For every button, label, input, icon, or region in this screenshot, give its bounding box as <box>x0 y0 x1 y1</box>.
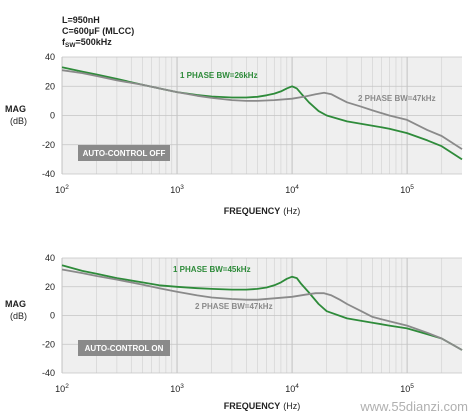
spec-fsw-value: =500kHz <box>75 37 112 47</box>
x-tick-label-bottom: 103 <box>170 383 184 394</box>
x-tick-label-top: 102 <box>55 184 69 195</box>
x-tick-exponent-top: 3 <box>180 184 184 191</box>
x-tick-base-top: 10 <box>400 185 410 195</box>
x-tick-exponent-bottom: 4 <box>295 383 299 390</box>
annotation-1-phase-top: 1 PHASE BW=26kHz <box>180 71 258 80</box>
x-axis-label-top: FREQUENCY <box>224 206 281 216</box>
badge-bg-bottom <box>78 340 170 356</box>
x-tick-base-top: 10 <box>285 185 295 195</box>
watermark: www.55dianzi.com <box>359 399 468 414</box>
x-axis-unit-bottom: (Hz) <box>283 401 300 411</box>
y-tick-label-top: -20 <box>42 140 55 150</box>
x-tick-base-bottom: 10 <box>400 384 410 394</box>
y-tick-label-top: 40 <box>45 52 55 62</box>
series-top <box>61 66 463 161</box>
x-tick-exponent-top: 2 <box>65 184 69 191</box>
annotation-2-phase-top: 2 PHASE BW=47kHz <box>358 94 436 103</box>
x-axis-title-top: FREQUENCY (Hz) <box>224 206 301 216</box>
series-bottom <box>61 264 463 351</box>
x-tick-exponent-bottom: 5 <box>410 383 414 390</box>
x-tick-label-top: 105 <box>400 184 414 195</box>
y-tick-label-top: 0 <box>50 111 55 121</box>
spec-fsw-prefix: f <box>62 37 66 47</box>
badge-bottom: AUTO-CONTROL ON <box>78 340 170 356</box>
y-axis-unit-top: (dB) <box>10 116 27 126</box>
x-tick-exponent-bottom: 3 <box>180 383 184 390</box>
spec-block: L=950nH C=600μF (MLCC) fSW=500kHz <box>62 15 134 49</box>
x-axis-unit-top: (Hz) <box>283 206 300 216</box>
x-tick-base-top: 10 <box>55 185 65 195</box>
y-axis-label-bottom: MAG <box>5 299 26 309</box>
x-tick-label-top: 104 <box>285 184 299 195</box>
y-tick-label-bottom: -40 <box>42 368 55 378</box>
x-tick-base-bottom: 10 <box>55 384 65 394</box>
x-tick-base-bottom: 10 <box>170 384 180 394</box>
x-axis-label-bottom: FREQUENCY <box>224 401 281 411</box>
x-tick-label-top: 103 <box>170 184 184 195</box>
x-axis-title-bottom: FREQUENCY (Hz) <box>224 401 301 411</box>
x-tick-exponent-top: 4 <box>295 184 299 191</box>
y-axis-unit-bottom: (dB) <box>10 311 27 321</box>
y-tick-label-bottom: 0 <box>50 311 55 321</box>
series-2-phase-line-top <box>61 69 463 150</box>
x-tick-label-bottom: 105 <box>400 383 414 394</box>
series-1-phase-line-bottom <box>61 264 463 351</box>
spec-capacitance: C=600μF (MLCC) <box>62 26 134 36</box>
spec-fsw-subscript: SW <box>65 42 76 49</box>
annotation-2-phase-bottom: 2 PHASE BW=47kHz <box>195 302 273 311</box>
x-tick-exponent-top: 5 <box>410 184 414 191</box>
y-axis-label-top: MAG <box>5 104 26 114</box>
annotation-1-phase-bottom: 1 PHASE BW=45kHz <box>173 265 251 274</box>
y-tick-label-bottom: 40 <box>45 253 55 263</box>
spec-inductance: L=950nH <box>62 15 100 25</box>
series-2-phase-line-bottom <box>61 268 463 351</box>
spec-switching-frequency: fSW=500kHz <box>62 37 112 49</box>
x-tick-exponent-bottom: 2 <box>65 383 69 390</box>
y-tick-label-top: 20 <box>45 81 55 91</box>
x-tick-base-top: 10 <box>170 185 180 195</box>
badge-label-bottom: AUTO-CONTROL ON <box>85 344 164 353</box>
x-tick-base-bottom: 10 <box>285 384 295 394</box>
x-tick-label-bottom: 104 <box>285 383 299 394</box>
y-tick-label-bottom: 20 <box>45 282 55 292</box>
badge-bg-top <box>78 145 170 161</box>
badge-label-top: AUTO-CONTROL OFF <box>83 149 166 158</box>
badge-top: AUTO-CONTROL OFF <box>78 145 170 161</box>
grid-top <box>61 56 462 175</box>
x-tick-label-bottom: 102 <box>55 383 69 394</box>
y-tick-label-bottom: -20 <box>42 339 55 349</box>
y-tick-label-top: -40 <box>42 169 55 179</box>
